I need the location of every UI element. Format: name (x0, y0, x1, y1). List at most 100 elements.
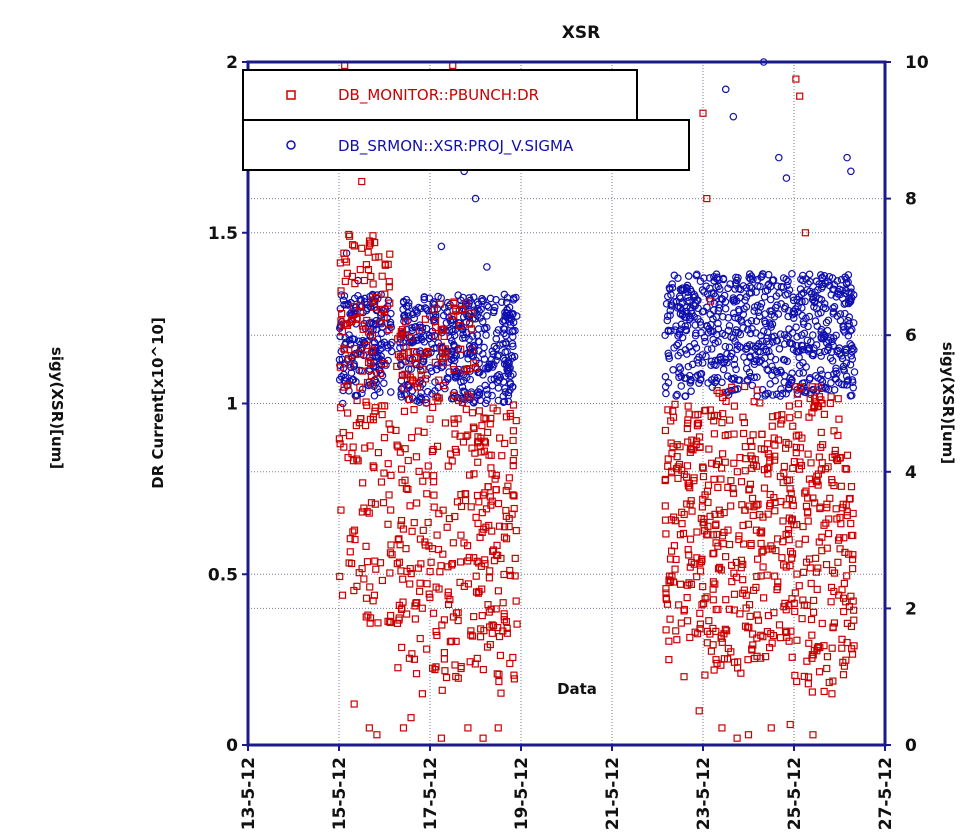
data-point-square (752, 462, 761, 470)
data-point-circle (844, 316, 852, 325)
data-point-square (420, 428, 428, 436)
data-point-square (771, 507, 779, 515)
data-point-circle (757, 356, 765, 365)
data-point-circle (725, 321, 734, 330)
data-point-square (510, 671, 518, 679)
data-point-square (465, 553, 473, 562)
data-point-square (778, 411, 786, 419)
data-point-square (757, 654, 765, 662)
data-point-square (725, 605, 733, 613)
data-point-circle (707, 345, 716, 353)
data-point-square (791, 607, 799, 616)
data-point-circle (718, 295, 727, 303)
data-point-circle (800, 329, 809, 338)
data-point-square (474, 458, 482, 466)
data-point-square (370, 463, 378, 472)
data-point-square (699, 599, 708, 608)
data-point-square (699, 464, 707, 472)
data-point-square (511, 554, 519, 562)
data-point-circle (737, 316, 745, 324)
data-point-square (807, 459, 815, 467)
data-point-square (429, 403, 437, 412)
data-point-square (495, 670, 503, 678)
data-point-circle (825, 281, 834, 290)
data-point-square (422, 471, 430, 479)
data-point-square (337, 287, 345, 295)
data-point-square (829, 677, 837, 685)
data-point-square (722, 596, 730, 604)
data-point-circle (761, 390, 770, 398)
data-point-square (431, 358, 439, 366)
data-point-square (457, 664, 465, 673)
data-point-circle (721, 304, 730, 313)
data-point-circle (427, 367, 436, 376)
data-point-square (450, 415, 458, 423)
data-point-circle (800, 379, 809, 387)
data-point-square (363, 401, 371, 410)
data-point-square (488, 629, 496, 637)
legend-square-marker (286, 90, 296, 100)
data-point-square (786, 485, 794, 493)
data-point-circle (836, 316, 845, 325)
data-point-circle (795, 369, 804, 377)
data-point-square (739, 576, 747, 584)
data-point-square (684, 416, 692, 424)
data-point-square (440, 655, 448, 663)
data-point-square (727, 477, 735, 485)
data-point-square (452, 637, 460, 645)
data-point-square (789, 422, 797, 430)
data-point-square (754, 616, 763, 624)
data-point-square (506, 659, 514, 668)
data-point-square (473, 491, 482, 500)
data-point-square (792, 520, 801, 529)
data-point-square (839, 594, 848, 602)
y-left-tick-label: 2 (226, 53, 238, 73)
data-point-square (486, 623, 494, 631)
data-point-square (777, 420, 785, 428)
data-point-square (666, 572, 674, 580)
data-point-square (685, 410, 693, 418)
data-point-circle (420, 295, 429, 304)
x-tick-label: 15-5-12 (330, 757, 350, 830)
data-point-square (396, 448, 404, 456)
data-point-square (351, 535, 359, 544)
x-tick-label: 21-5-12 (603, 757, 623, 830)
data-point-circle (763, 334, 772, 342)
data-point-circle (814, 309, 823, 318)
y-left-tick-label: 0.5 (208, 565, 238, 585)
data-point-circle (753, 275, 762, 284)
data-point-square (730, 590, 739, 598)
data-point-square (714, 457, 723, 465)
data-point-square (842, 598, 850, 606)
data-point-square (687, 497, 695, 505)
data-point-circle (823, 346, 832, 355)
data-point-square (837, 520, 845, 528)
data-point-square (509, 462, 517, 470)
data-point-square (753, 652, 761, 660)
data-point-square (701, 671, 709, 679)
data-point-circle (686, 379, 695, 387)
data-point-square (680, 510, 688, 519)
data-point-square (804, 494, 812, 502)
data-point-square (423, 645, 431, 653)
data-point-square (417, 354, 425, 363)
data-point-square (452, 448, 460, 456)
axes: 13-5-12 15-5-12 17-5-12 19-5-12 21-5-12 23-5-… (208, 53, 929, 830)
data-point-square (421, 538, 429, 546)
data-point-square (462, 432, 470, 441)
data-point-square (344, 409, 352, 417)
data-point-square (437, 342, 446, 350)
data-point-square (793, 636, 801, 644)
data-point-circle (846, 360, 855, 369)
data-point-square (338, 310, 346, 318)
data-point-square (823, 664, 831, 673)
data-point-circle (692, 329, 700, 337)
data-point-square (739, 560, 747, 568)
data-point-circle (769, 276, 778, 284)
data-point-circle (734, 273, 742, 282)
data-point-circle (748, 324, 756, 333)
data-point-circle (377, 329, 386, 338)
data-point-square (454, 396, 463, 405)
data-point-square (749, 431, 757, 439)
data-point-circle (847, 167, 855, 176)
